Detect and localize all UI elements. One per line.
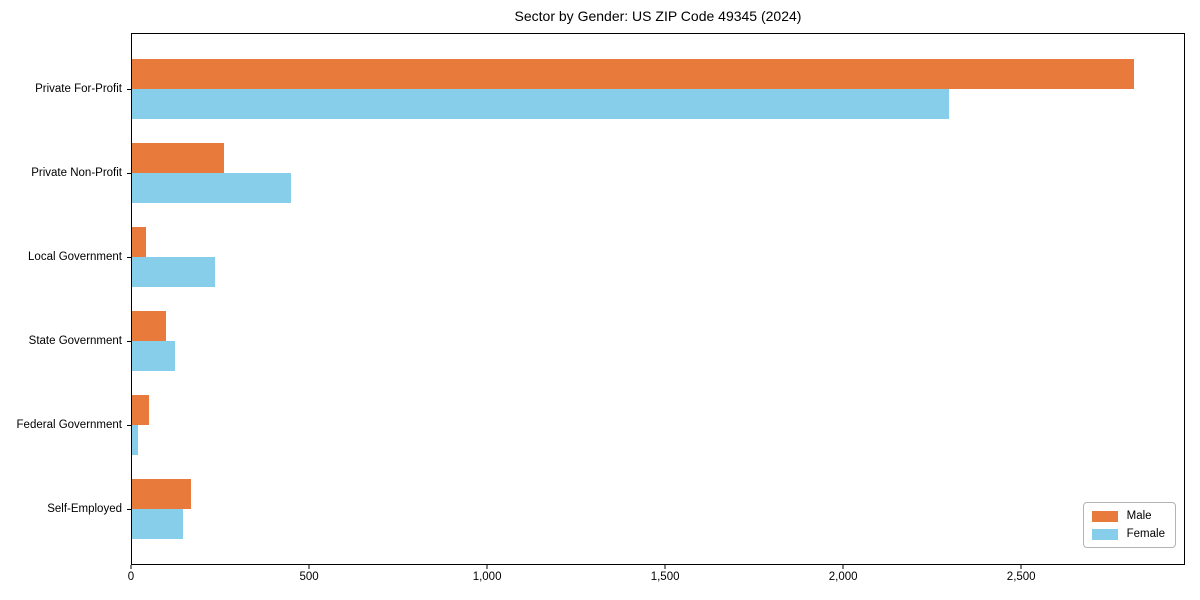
bar-group [132,311,1184,371]
legend-item-female: Female [1091,528,1165,540]
x-tick-label: 500 [299,571,319,583]
bar-male [132,59,1135,89]
bar-female [132,425,139,455]
bar-female [132,89,950,119]
category-row: Self-Employed [47,467,1184,551]
legend-label: Male [1126,510,1152,522]
bar-rows: Private For-Profit Private Non-Profit Loca… [17,34,1184,564]
category-row: Local Government [28,215,1184,299]
category-row: Private For-Profit [35,47,1184,131]
x-tick-mark [1020,565,1022,569]
plot-area: Private For-Profit Private Non-Profit Loca… [17,33,1185,565]
category-row: Federal Government [17,383,1184,467]
y-tick-mark [127,256,132,258]
x-tick-label: 2,500 [1006,571,1036,583]
bar-male [132,143,225,173]
y-tick-mark [127,508,132,510]
y-tick-mark [127,88,132,90]
category-row: State Government [29,299,1184,383]
x-tick-mark [842,565,844,569]
x-axis: 0 500 1,000 1,500 2,000 2,500 [127,565,1185,589]
bar-female [132,341,175,371]
bar-group [132,227,1184,287]
x-tick-mark [308,565,310,569]
legend-label: Female [1126,528,1165,540]
bar-female [132,509,184,539]
chart-title: Sector by Gender: US ZIP Code 49345 (202… [514,8,802,24]
legend-swatch-female [1091,528,1118,540]
y-axis-label: Self-Employed [47,503,122,515]
y-axis-label: Private Non-Profit [31,167,122,179]
legend-item-male: Male [1091,510,1165,522]
y-axis-label: State Government [28,335,122,347]
x-tick-mark [664,565,666,569]
category-row: Private Non-Profit [31,131,1184,215]
legend-swatch-male [1091,510,1118,522]
bar-male [132,395,150,425]
x-tick-mark [130,565,132,569]
y-tick-mark [127,340,132,342]
x-tick-label: 1,500 [650,571,680,583]
bar-male [132,311,167,341]
bar-male [132,227,147,257]
legend: Male Female [1082,502,1176,548]
x-tick-label: 2,000 [828,571,858,583]
bar-group [132,143,1184,203]
y-axis-label: Private For-Profit [35,83,122,95]
y-tick-mark [127,172,132,174]
y-tick-mark [127,424,132,426]
y-axis-label: Local Government [28,251,122,263]
bar-male [132,479,191,509]
y-axis-label: Federal Government [16,419,122,431]
x-tick-mark [486,565,488,569]
bar-female [132,173,291,203]
bar-group [132,395,1184,455]
x-tick-label: 1,000 [472,571,502,583]
x-tick-label: 0 [127,571,135,583]
bar-female [132,257,215,287]
bar-group [132,479,1184,539]
bar-group [132,59,1184,119]
